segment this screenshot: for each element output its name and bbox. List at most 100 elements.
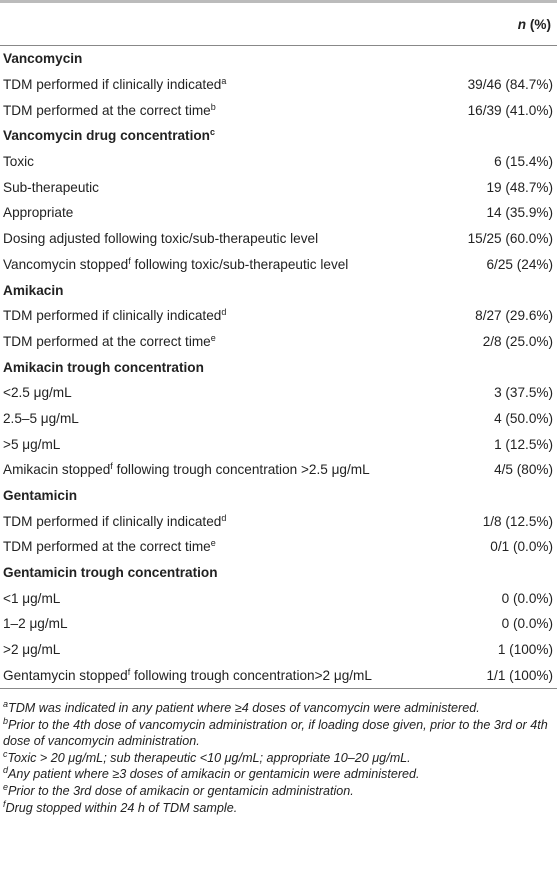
row-label: TDM performed if clinically indicated: [3, 513, 222, 529]
row-value: 4/5 (80%): [494, 462, 553, 478]
row-value: 1 (12.5%): [494, 436, 553, 452]
row-label: Toxic: [3, 154, 34, 170]
row-value: 0 (0.0%): [501, 590, 553, 606]
row-label: TDM performed if clinically indicated: [3, 77, 222, 93]
row-label-cell: 2.5–5 μg/mL: [3, 411, 79, 426]
row-value: 14 (35.9%): [486, 205, 554, 221]
row-value: 0 (0.0%): [501, 616, 553, 632]
footnote-text: Any patient where ≥3 doses of amikacin o…: [8, 767, 420, 782]
footnote: aTDM was indicated in any patient where …: [3, 700, 551, 717]
section-title-cell: Vancomycin drug concentrationc: [3, 128, 215, 144]
row-label-cell: TDM performed if clinically indicatedd: [3, 512, 227, 529]
row-value: 2/8 (25.0%): [482, 333, 553, 349]
footnote: fDrug stopped within 24 h of TDM sample.: [3, 798, 551, 817]
section-row: Amikacin: [0, 277, 557, 303]
section-title: Amikacin trough concentration: [3, 359, 204, 375]
footnote-mark: f: [3, 798, 6, 809]
row-label-cell: <2.5 μg/mL: [3, 385, 72, 400]
section-row: Vancomycin: [0, 46, 557, 72]
row-value: 6 (15.4%): [494, 154, 553, 170]
table-row: >5 μg/mL 1 (12.5%): [0, 431, 557, 457]
table-row: Toxic 6 (15.4%): [0, 149, 557, 175]
footnote-mark: b: [3, 715, 9, 726]
row-label-cell: Appropriate: [3, 205, 73, 220]
row-label-cell: Toxic: [3, 154, 34, 169]
section-title-cell: Amikacin: [3, 283, 63, 298]
row-label: Amikacin stopped: [3, 462, 111, 478]
section-row: Amikacin trough concentration: [0, 354, 557, 380]
footnotes: aTDM was indicated in any patient where …: [3, 700, 551, 816]
section-title: Vancomycin drug concentration: [3, 128, 210, 144]
row-label-cell: >5 μg/mL: [3, 437, 60, 452]
section-title: Gentamicin: [3, 488, 78, 504]
row-label: Vancomycin stopped: [3, 256, 129, 272]
row-label-cell: Gentamycin stoppedf following trough con…: [3, 667, 372, 683]
row-value: 19 (48.7%): [486, 179, 554, 195]
table-row: <1 μg/mL 0 (0.0%): [0, 585, 557, 611]
table-body: Vancomycin TDM performed if clinically in…: [0, 46, 557, 690]
row-label-cell: TDM performed if clinically indicateda: [3, 76, 227, 93]
footnote-ref: f: [110, 461, 113, 472]
footnote-mark: e: [3, 781, 9, 792]
footnote-text: Prior to the 3rd dose of amikacin or gen…: [8, 783, 354, 798]
table-row: TDM performed if clinically indicatedd 8/…: [0, 303, 557, 329]
table-header: n (%): [0, 3, 557, 46]
footnote-ref: b: [210, 101, 216, 112]
row-label: <2.5 μg/mL: [3, 385, 72, 401]
table-row: TDM performed if clinically indicateda 39…: [0, 72, 557, 98]
footnote: cToxic > 20 μg/mL; sub therapeutic <10 μ…: [3, 748, 551, 767]
footnote-ref: e: [210, 332, 216, 343]
row-label: Dosing adjusted following toxic/sub-ther…: [3, 231, 319, 247]
section-title: Gentamicin trough concentration: [3, 565, 218, 581]
footnote-ref: a: [221, 76, 227, 87]
row-label: Gentamycin stopped: [3, 667, 128, 683]
header-rest: (%): [529, 16, 551, 32]
table-row: Sub-therapeutic 19 (48.7%): [0, 174, 557, 200]
footnote-text: Prior to the 4th dose of vancomycin admi…: [3, 717, 548, 749]
section-title-cell: Gentamicin trough concentration: [3, 565, 218, 580]
row-label-after: following trough concentration >2.5 μg/m…: [112, 462, 370, 478]
footnote: ePrior to the 3rd dose of amikacin or ge…: [3, 781, 551, 800]
footnote-text: Toxic > 20 μg/mL; sub therapeutic <10 μg…: [7, 750, 411, 765]
row-label-cell: TDM performed at the correct timee: [3, 332, 216, 349]
row-value: 0/1 (0.0%): [490, 539, 553, 555]
section-title-cell: Vancomycin: [3, 51, 82, 66]
row-value: 1/8 (12.5%): [482, 513, 553, 529]
table-row: Appropriate 14 (35.9%): [0, 200, 557, 226]
row-label: TDM performed if clinically indicated: [3, 308, 222, 324]
footnote-text: Drug stopped within 24 h of TDM sample.: [5, 800, 238, 815]
row-label: 1–2 μg/mL: [3, 616, 68, 632]
table-row: >2 μg/mL 1 (100%): [0, 637, 557, 663]
table-row: Vancomycin stoppedf following toxic/sub-…: [0, 252, 557, 278]
row-label-cell: TDM performed if clinically indicatedd: [3, 307, 227, 324]
row-label: >2 μg/mL: [3, 642, 61, 658]
row-label: >5 μg/mL: [3, 436, 61, 452]
table-row: TDM performed at the correct timeb 16/39 …: [0, 97, 557, 123]
row-label: TDM performed at the correct time: [3, 333, 211, 349]
row-label: TDM performed at the correct time: [3, 102, 211, 118]
section-row: Gentamicin trough concentration: [0, 560, 557, 586]
row-label-after: following trough concentration>2 μg/mL: [130, 667, 372, 683]
footnote-ref: d: [221, 512, 227, 523]
table-row: TDM performed at the correct timee 0/1 (0…: [0, 534, 557, 560]
row-value: 39/46 (84.7%): [467, 77, 553, 93]
footnote: dAny patient where ≥3 doses of amikacin …: [3, 766, 551, 783]
table-row: Gentamycin stoppedf following trough con…: [0, 663, 557, 689]
column-header: n (%): [518, 17, 551, 32]
section-title-cell: Gentamicin: [3, 488, 77, 503]
footnote-ref: e: [210, 538, 216, 549]
section-row: Vancomycin drug concentrationc: [0, 123, 557, 149]
row-label-cell: <1 μg/mL: [3, 591, 60, 606]
row-label-cell: TDM performed at the correct timee: [3, 538, 216, 555]
footnote: bPrior to the 4th dose of vancomycin adm…: [3, 715, 551, 750]
footnote-ref: f: [128, 255, 131, 266]
row-label: Appropriate: [3, 205, 74, 221]
row-value: 8/27 (29.6%): [475, 308, 553, 324]
footnote-mark: c: [3, 748, 8, 759]
row-label: Sub-therapeutic: [3, 179, 99, 195]
row-label: 2.5–5 μg/mL: [3, 410, 79, 426]
footnote-ref: d: [221, 307, 227, 318]
section-title: Amikacin: [3, 282, 64, 298]
table-row: 2.5–5 μg/mL 4 (50.0%): [0, 406, 557, 432]
